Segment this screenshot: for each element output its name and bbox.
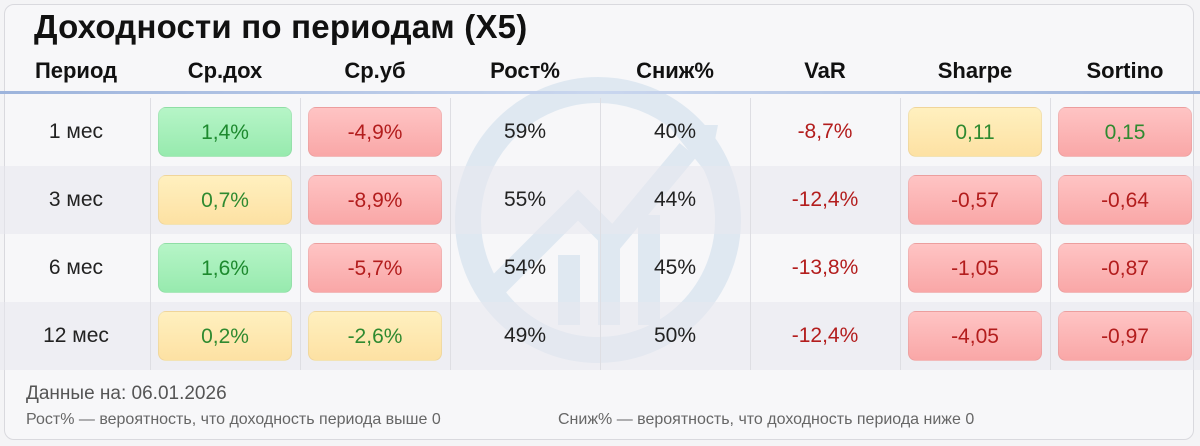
header-divider: [0, 91, 1200, 94]
cell-growth: 49%: [503, 324, 547, 347]
column-header-var: VaR: [804, 58, 846, 83]
cell-avg-loss: -4,9%: [308, 107, 442, 157]
column-divider: [300, 98, 301, 370]
column-divider: [750, 98, 751, 370]
cell-decline: 44%: [653, 188, 697, 211]
cell-period: 3 мес: [48, 188, 104, 211]
column-divider: [900, 98, 901, 370]
cell-sharpe: 0,11: [908, 107, 1042, 157]
column-header-sharpe: Sharpe: [937, 58, 1013, 83]
cell-var: -13,8%: [791, 256, 859, 279]
cell-decline: 45%: [653, 256, 697, 279]
cell-period: 6 мес: [48, 256, 104, 279]
column-divider: [600, 98, 601, 370]
column-header-row: Период Ср.дох Ср.уб Рост% Сниж% VaR Shar…: [0, 54, 1200, 88]
cell-decline: 50%: [653, 324, 697, 347]
cell-sortino: -0,64: [1058, 175, 1192, 225]
column-header-avg-loss: Ср.уб: [344, 58, 406, 83]
note-growth: Рост% — вероятность, что доходность пери…: [26, 411, 441, 428]
cell-var: -8,7%: [797, 120, 853, 143]
cell-avg-gain: 0,7%: [158, 175, 292, 225]
cell-sortino: 0,15: [1058, 107, 1192, 157]
page-title: Доходности по периодам (X5): [34, 8, 528, 45]
table-row: 6 мес 1,6% -5,7% 54% 45% -13,8% -1,05 -0,87: [0, 234, 1200, 302]
cell-sortino: -0,97: [1058, 311, 1192, 361]
cell-avg-gain: 1,6%: [158, 243, 292, 293]
column-divider: [150, 98, 151, 370]
cell-growth: 59%: [503, 120, 547, 143]
column-divider: [1050, 98, 1051, 370]
note-decline: Сниж% — вероятность, что доходность пери…: [558, 411, 975, 428]
table-row: 1 мес 1,4% -4,9% 59% 40% -8,7% 0,11 0,15: [0, 98, 1200, 166]
cell-avg-loss: -2,6%: [308, 311, 442, 361]
cell-growth: 55%: [503, 188, 547, 211]
column-divider: [450, 98, 451, 370]
column-header-sortino: Sortino: [1086, 58, 1164, 83]
data-date: Данные на: 06.01.2026: [26, 383, 227, 404]
cell-var: -12,4%: [791, 324, 859, 347]
cell-sharpe: -1,05: [908, 243, 1042, 293]
cell-period: 1 мес: [48, 120, 104, 143]
cell-period: 12 мес: [43, 324, 109, 347]
cell-sortino: -0,87: [1058, 243, 1192, 293]
cell-growth: 54%: [503, 256, 547, 279]
column-header-period: Период: [34, 58, 118, 83]
cell-var: -12,4%: [791, 188, 859, 211]
cell-avg-loss: -8,9%: [308, 175, 442, 225]
cell-decline: 40%: [653, 120, 697, 143]
column-header-avg-gain: Ср.дох: [187, 58, 263, 83]
cell-avg-loss: -5,7%: [308, 243, 442, 293]
cell-avg-gain: 1,4%: [158, 107, 292, 157]
cell-sharpe: -4,05: [908, 311, 1042, 361]
column-header-growth: Рост%: [490, 58, 560, 83]
column-header-decline: Сниж%: [636, 58, 714, 83]
cell-sharpe: -0,57: [908, 175, 1042, 225]
cell-avg-gain: 0,2%: [158, 311, 292, 361]
